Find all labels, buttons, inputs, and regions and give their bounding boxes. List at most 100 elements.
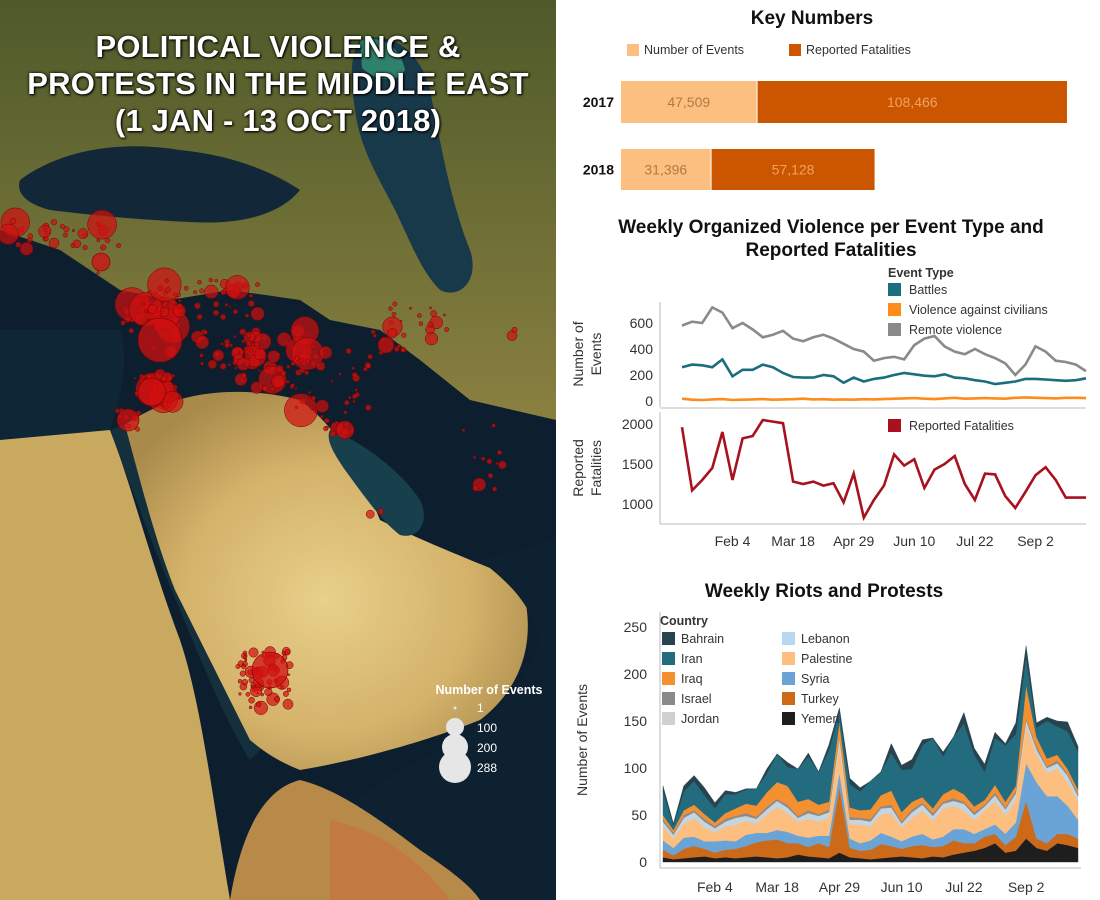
size-legend-label: 288 (477, 761, 497, 775)
event-bubble (348, 395, 352, 400)
event-bubble (214, 278, 219, 283)
legend-swatch (782, 632, 795, 645)
event-bubble (344, 399, 350, 406)
legend-label: Violence against civilians (909, 303, 1048, 317)
event-bubble (388, 306, 393, 311)
area-bahrain (662, 645, 1079, 826)
event-bubble (320, 415, 324, 419)
legend-label: Turkey (801, 692, 839, 706)
event-bubble (77, 228, 89, 239)
event-bubble (128, 328, 134, 334)
event-bubble (19, 242, 34, 256)
event-bubble (9, 217, 17, 225)
event-bubble (219, 363, 227, 370)
event-bubble (245, 340, 251, 346)
legend-label: Battles (909, 283, 947, 297)
event-bubble (492, 486, 498, 492)
y-axis-label: Number of Events (574, 684, 590, 796)
event-bubble (247, 357, 251, 360)
event-bubble (304, 358, 310, 364)
event-bubble (236, 357, 250, 371)
event-bubble (141, 302, 146, 306)
event-bubble (329, 430, 337, 438)
legend-label: Israel (681, 692, 712, 706)
event-bubble (249, 348, 254, 353)
event-bubble (27, 233, 34, 239)
key-numbers-legend-item: Number of Events (627, 43, 744, 57)
map-title-line: (1 JAN - 13 OCT 2018) (114, 103, 442, 138)
event-bubble (235, 664, 241, 669)
map-title-line: POLITICAL VIOLENCE & (95, 29, 461, 64)
event-bubble (114, 408, 121, 414)
event-bubble (387, 328, 398, 339)
organized-violence-chart[interactable]: 0 200 400 600 Number of Events Event Type Battl… (556, 262, 1100, 607)
event-bubble (284, 649, 291, 656)
y-tick-label: 100 (624, 760, 648, 776)
key-numbers-chart[interactable]: 2017 47,509 108,466 2018 31,396 57,128 (556, 68, 1100, 198)
event-bubble (409, 306, 412, 310)
event-bubble (392, 301, 398, 307)
event-bubble (364, 362, 372, 369)
event-bubble (133, 376, 137, 380)
event-bubble (284, 334, 288, 338)
event-bubble (71, 228, 76, 233)
x-tick-label: Jul 22 (945, 879, 983, 895)
event-bubble (323, 426, 329, 432)
event-bubble (370, 329, 376, 335)
legend-swatch (888, 419, 901, 432)
legend-label: Remote violence (909, 323, 1002, 337)
event-bubble (427, 321, 434, 328)
event-bubble (286, 364, 291, 369)
event-bubble (267, 350, 280, 363)
event-bubble (237, 351, 241, 354)
event-bubble (255, 701, 262, 708)
event-bubble (0, 223, 19, 245)
event-bubble (160, 375, 167, 383)
event-bubble (351, 366, 355, 370)
size-legend-bubble-100 (446, 718, 464, 736)
event-bubble (486, 458, 493, 465)
year-label: 2017 (583, 94, 614, 110)
event-bubble (220, 289, 226, 296)
event-bubble (220, 314, 227, 320)
legend-label: Yemen (801, 712, 840, 726)
event-bubble (391, 311, 397, 317)
event-bubble (87, 209, 117, 240)
size-legend-title: Number of Events (436, 683, 543, 697)
legend-label: Reported Fatalities (806, 43, 911, 57)
satellite-map[interactable]: Number of Events 1 100 200 288 (0, 0, 556, 900)
event-bubble (352, 393, 358, 400)
event-bubble (365, 404, 372, 411)
legend-label: Syria (801, 672, 830, 686)
event-bubbles[interactable] (0, 207, 518, 715)
event-bubble (48, 237, 60, 249)
bar-segment (711, 149, 875, 190)
y-axis-label: Number of (570, 321, 586, 386)
y-axis-label: Events (588, 333, 604, 376)
event-bubble (178, 299, 182, 303)
event-bubble (207, 359, 217, 369)
event-bubble (59, 223, 65, 229)
event-bubble (15, 241, 22, 248)
legend-swatch (782, 672, 795, 685)
event-bubble (363, 366, 368, 372)
event-bubble (397, 344, 402, 349)
event-bubble (334, 421, 339, 425)
event-bubble (258, 369, 261, 372)
y-tick-label: 0 (639, 854, 647, 870)
x-tick-label: Jun 10 (893, 533, 935, 549)
event-bubble (248, 705, 253, 710)
riots-protests-chart[interactable]: 0 50 100 150 200 250 Number of Events Country Ba… (556, 604, 1100, 900)
size-legend-label: 200 (477, 741, 497, 755)
event-bubble (91, 252, 111, 272)
x-tick-label: Sep 2 (1017, 533, 1054, 549)
event-bubble (208, 277, 213, 283)
event-bubble (233, 335, 237, 338)
event-bubble (220, 342, 224, 346)
y-tick-label: 1000 (622, 496, 653, 512)
x-tick-label: Apr 29 (819, 879, 860, 895)
legend-swatch (888, 323, 901, 336)
event-bubble (197, 280, 202, 285)
event-bubble (352, 400, 356, 403)
event-bubble (224, 303, 229, 307)
